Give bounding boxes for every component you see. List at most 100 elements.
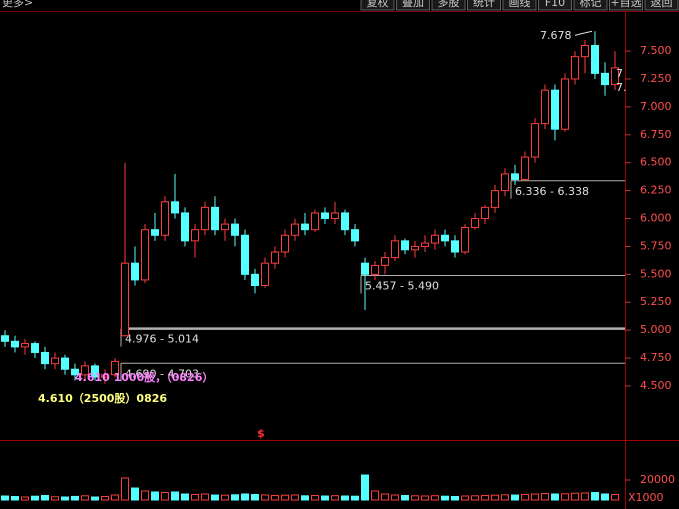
toolbar-button-label[interactable]: 叠加: [402, 0, 424, 9]
candle-body: [521, 156, 529, 180]
candle-body: [11, 340, 19, 348]
volume-bar: [521, 494, 529, 501]
candle-body: [561, 78, 569, 130]
level-label: 5.457 - 5.490: [365, 279, 439, 292]
y-tick-label: 6.500: [640, 156, 672, 169]
volume-bar: [451, 496, 459, 501]
y-tick-label: 7.250: [640, 72, 672, 85]
candle-body: [231, 223, 239, 236]
candle-body: [21, 343, 29, 348]
candle-body: [551, 89, 559, 130]
volume-bar: [121, 477, 129, 501]
level-label: 4.690 - 4.703: [125, 367, 199, 380]
volume-bar: [291, 494, 299, 501]
candle-body: [511, 173, 519, 180]
volume-bar: [501, 494, 509, 501]
candle-body: [401, 240, 409, 251]
toolbar-button[interactable]: [502, 0, 537, 11]
y-tick-label: 5.750: [640, 239, 672, 252]
volume-bar: [51, 496, 59, 501]
candle-body: [541, 89, 549, 125]
toolbar-button[interactable]: [396, 0, 430, 11]
candle-body: [281, 234, 289, 253]
candle-body: [591, 44, 599, 74]
volume-bar: [41, 495, 49, 501]
candle-body: [301, 223, 309, 231]
volume-bar: [351, 495, 359, 501]
y-tick-label: 7.000: [640, 100, 672, 113]
candle-body: [491, 190, 499, 208]
candle-body: [101, 374, 109, 378]
volume-bar: [211, 494, 219, 501]
toolbar-button[interactable]: [360, 0, 395, 11]
volume-bar: [471, 495, 479, 501]
candle-body: [361, 262, 369, 275]
toolbar-button-label[interactable]: 返回: [651, 0, 673, 9]
candle-body: [191, 229, 199, 242]
candle-body: [341, 212, 349, 231]
volume-bar: [491, 494, 499, 501]
volume-bar: [201, 493, 209, 501]
candle-body: [181, 212, 189, 242]
volume-bar: [441, 495, 449, 501]
peak-arrow: [574, 30, 593, 36]
y-tick-label: 6.250: [640, 184, 672, 197]
volume-bar: [231, 494, 239, 501]
volume-bar: [481, 495, 489, 501]
volume-bar: [591, 492, 599, 501]
y-tick-label: 7.500: [640, 44, 672, 57]
candle-body: [451, 240, 459, 253]
toolbar-button[interactable]: [538, 0, 572, 11]
candle-body: [161, 201, 169, 236]
volume-bar: [11, 496, 19, 501]
volume-bar: [281, 494, 289, 501]
candle-body: [571, 56, 579, 80]
toolbar-button-label[interactable]: F10: [545, 0, 565, 9]
volume-bar: [321, 495, 329, 501]
volume-bar: [271, 495, 279, 501]
toolbar-button-label[interactable]: 复权: [367, 0, 389, 9]
toolbar-button-label[interactable]: 标记: [580, 0, 602, 9]
trade-note: 4.610 1000股，（0826）: [75, 371, 213, 384]
toolbar-button-label[interactable]: +自选: [610, 0, 641, 9]
volume-bar: [331, 495, 339, 501]
volume-bar: [71, 495, 79, 501]
volume-bar: [81, 495, 89, 501]
y-tick-label: 6.750: [640, 128, 672, 141]
more-link[interactable]: 更多>: [2, 0, 33, 9]
volume-bar: [371, 490, 379, 501]
toolbar-button[interactable]: [644, 0, 679, 11]
toolbar-button[interactable]: [573, 0, 608, 11]
volume-bar: [141, 490, 149, 501]
edge-label: 7: [616, 67, 623, 80]
signal-marker: $: [257, 427, 265, 440]
volume-bar: [411, 495, 419, 501]
toolbar-button[interactable]: [467, 0, 501, 11]
candle-body: [601, 72, 609, 86]
candle-body: [221, 223, 229, 231]
volume-bar: [551, 493, 559, 501]
volume-bar: [601, 493, 609, 501]
toolbar-button-label[interactable]: 画线: [509, 0, 531, 9]
volume-bar: [301, 495, 309, 501]
candle-body: [201, 206, 209, 231]
volume-bar: [431, 495, 439, 501]
volume-bar: [221, 494, 229, 501]
volume-bar: [101, 496, 109, 501]
volume-bar: [421, 495, 429, 501]
candle-body: [311, 212, 319, 231]
candle-body: [441, 234, 449, 242]
toolbar-button-label[interactable]: 统计: [473, 0, 495, 9]
level-label: 4.976 - 5.014: [125, 333, 199, 346]
candle-body: [1, 335, 9, 342]
candle-body: [41, 351, 49, 365]
toolbar-button[interactable]: [431, 0, 466, 11]
candle-body: [331, 212, 339, 220]
volume-bar: [61, 496, 69, 501]
toolbar-button-label[interactable]: 多股: [438, 0, 460, 9]
volume-bar: [461, 495, 469, 501]
toolbar-button[interactable]: [609, 0, 643, 11]
candle-body: [291, 223, 299, 236]
candle-body: [151, 229, 159, 236]
